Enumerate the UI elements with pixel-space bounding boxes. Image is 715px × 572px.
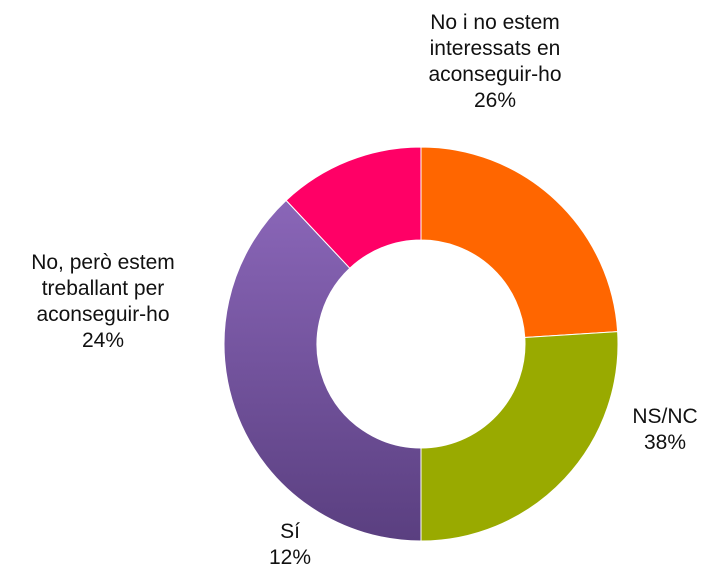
label-treballant-value: 24% xyxy=(81,329,125,352)
slice-treballant xyxy=(420,146,619,339)
label-treballant: No, però estem treballant per aconseguir… xyxy=(8,250,198,354)
label-treballant-line1: No, però estem xyxy=(31,251,175,274)
label-ns-nc: NS/NC 38% xyxy=(620,404,710,456)
label-ns-nc-value: 38% xyxy=(643,431,687,454)
label-no-interessats-value: 26% xyxy=(473,89,517,112)
label-si-name: Sí xyxy=(280,520,300,543)
slice-ns-nc xyxy=(223,199,422,542)
label-no-interessats: No i no estem interessats en aconseguir-… xyxy=(400,10,590,114)
label-treballant-line2: treballant per xyxy=(41,277,165,300)
label-si-value: 12% xyxy=(268,546,312,569)
label-treballant-line3: aconseguir-ho xyxy=(36,303,170,326)
slice-no-interessats xyxy=(420,331,619,542)
label-ns-nc-name: NS/NC xyxy=(632,405,698,428)
label-si: Sí 12% xyxy=(250,519,330,571)
label-no-interessats-line3: aconseguir-ho xyxy=(428,63,562,86)
label-no-interessats-line2: interessats en xyxy=(429,37,561,60)
label-no-interessats-line1: No i no estem xyxy=(430,11,560,34)
